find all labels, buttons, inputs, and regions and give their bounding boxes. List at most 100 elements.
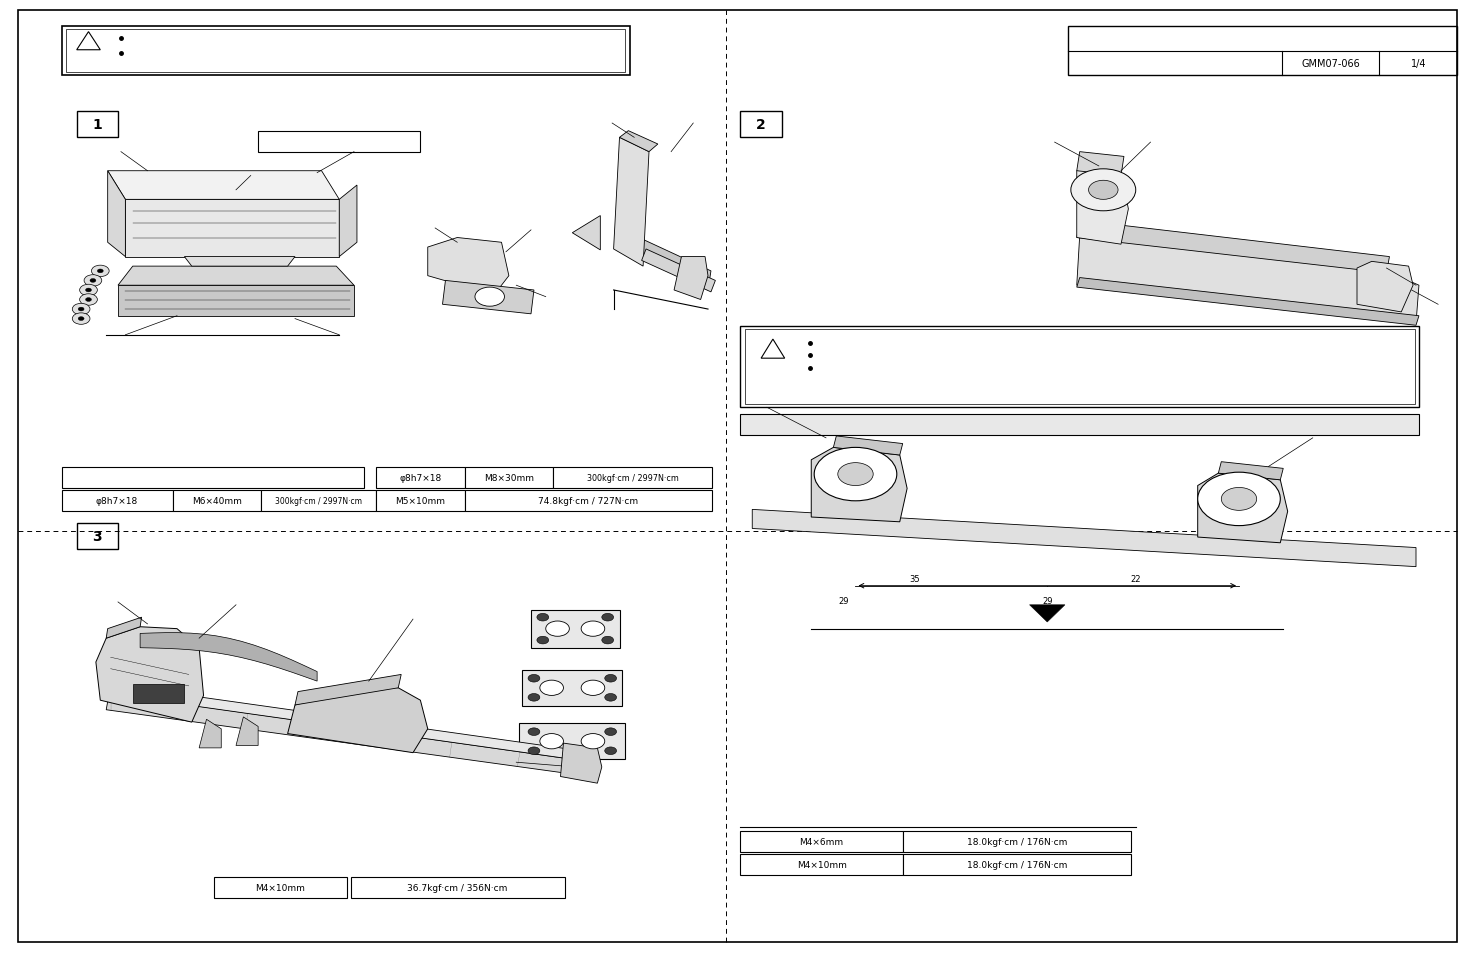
Bar	[740, 831, 903, 852]
Circle shape	[528, 675, 540, 682]
Polygon shape	[752, 510, 1416, 567]
Polygon shape	[442, 281, 534, 314]
Circle shape	[80, 285, 97, 296]
Text: 1: 1	[93, 118, 102, 132]
Text: 2: 2	[757, 118, 766, 132]
Circle shape	[86, 289, 91, 293]
Text: 18.0kgf·cm / 176N·cm: 18.0kgf·cm / 176N·cm	[966, 837, 1068, 846]
Text: 22: 22	[1130, 574, 1142, 583]
Polygon shape	[833, 436, 903, 456]
Polygon shape	[1218, 462, 1283, 480]
Circle shape	[90, 279, 96, 283]
Text: 3: 3	[93, 530, 102, 543]
Bar	[465, 491, 712, 512]
Circle shape	[80, 294, 97, 306]
Circle shape	[528, 747, 540, 755]
Circle shape	[540, 734, 563, 749]
Bar	[903, 854, 1131, 875]
Circle shape	[605, 694, 617, 701]
Polygon shape	[125, 200, 339, 257]
Circle shape	[1071, 170, 1136, 212]
Text: 36.7kgf·cm / 356N·cm: 36.7kgf·cm / 356N·cm	[407, 882, 507, 892]
Circle shape	[97, 270, 103, 274]
Circle shape	[1221, 488, 1257, 511]
Polygon shape	[106, 684, 594, 762]
Circle shape	[814, 448, 897, 501]
Polygon shape	[118, 267, 354, 286]
Polygon shape	[106, 694, 593, 777]
Circle shape	[528, 694, 540, 701]
Bar	[173, 491, 261, 512]
Text: M4×10mm: M4×10mm	[255, 882, 305, 892]
Polygon shape	[642, 250, 715, 293]
Polygon shape	[106, 618, 142, 639]
Bar	[1068, 27, 1457, 76]
Circle shape	[605, 747, 617, 755]
Circle shape	[78, 308, 84, 312]
Bar	[740, 327, 1419, 408]
Circle shape	[72, 314, 90, 325]
Polygon shape	[560, 743, 602, 783]
Text: GMM07-066: GMM07-066	[1301, 59, 1360, 69]
Circle shape	[1198, 473, 1280, 526]
Circle shape	[602, 614, 614, 621]
Text: 18.0kgf·cm / 176N·cm: 18.0kgf·cm / 176N·cm	[966, 860, 1068, 869]
Circle shape	[537, 614, 549, 621]
Bar	[62, 27, 630, 76]
Polygon shape	[184, 257, 295, 267]
Bar	[465, 468, 553, 489]
Text: 29: 29	[838, 596, 850, 605]
Bar	[522, 670, 622, 706]
Bar	[77, 112, 118, 138]
Bar	[740, 415, 1419, 436]
Bar	[903, 831, 1131, 852]
Circle shape	[84, 275, 102, 287]
Text: 74.8kgf·cm / 727N·cm: 74.8kgf·cm / 727N·cm	[538, 497, 639, 506]
Polygon shape	[620, 132, 658, 152]
Bar	[531, 610, 620, 648]
Bar	[740, 854, 903, 875]
Polygon shape	[614, 138, 649, 267]
Bar	[519, 723, 625, 760]
Polygon shape	[1077, 152, 1124, 176]
Circle shape	[1089, 181, 1118, 200]
Bar	[62, 468, 364, 489]
Bar	[261, 491, 376, 512]
Circle shape	[91, 266, 109, 277]
Text: M8×30mm: M8×30mm	[484, 474, 534, 483]
Circle shape	[86, 298, 91, 302]
Polygon shape	[674, 257, 708, 300]
Text: M6×40mm: M6×40mm	[192, 497, 242, 506]
Circle shape	[602, 637, 614, 644]
Bar	[740, 112, 782, 138]
Circle shape	[605, 728, 617, 736]
Bar	[214, 877, 347, 898]
Circle shape	[528, 728, 540, 736]
Polygon shape	[572, 216, 600, 251]
Circle shape	[475, 288, 504, 307]
Polygon shape	[96, 627, 204, 722]
Polygon shape	[1030, 605, 1065, 622]
Polygon shape	[236, 717, 258, 745]
Bar	[133, 684, 184, 703]
Polygon shape	[108, 172, 339, 200]
Bar	[376, 491, 465, 512]
Polygon shape	[199, 720, 221, 748]
Text: M4×10mm: M4×10mm	[796, 860, 847, 869]
Polygon shape	[339, 186, 357, 257]
Circle shape	[581, 734, 605, 749]
Circle shape	[546, 621, 569, 637]
Bar	[77, 523, 118, 550]
Text: 300kgf·cm / 2997N·cm: 300kgf·cm / 2997N·cm	[276, 497, 361, 506]
Text: M5×10mm: M5×10mm	[395, 497, 445, 506]
Polygon shape	[1077, 236, 1419, 324]
Polygon shape	[1077, 167, 1128, 245]
Circle shape	[838, 463, 873, 486]
Text: φ8h7×18: φ8h7×18	[96, 497, 137, 506]
Text: 300kgf·cm / 2997N·cm: 300kgf·cm / 2997N·cm	[587, 474, 679, 483]
Circle shape	[581, 621, 605, 637]
Bar	[66, 30, 625, 73]
Polygon shape	[428, 238, 509, 295]
Text: 35: 35	[909, 574, 920, 583]
Circle shape	[540, 680, 563, 696]
